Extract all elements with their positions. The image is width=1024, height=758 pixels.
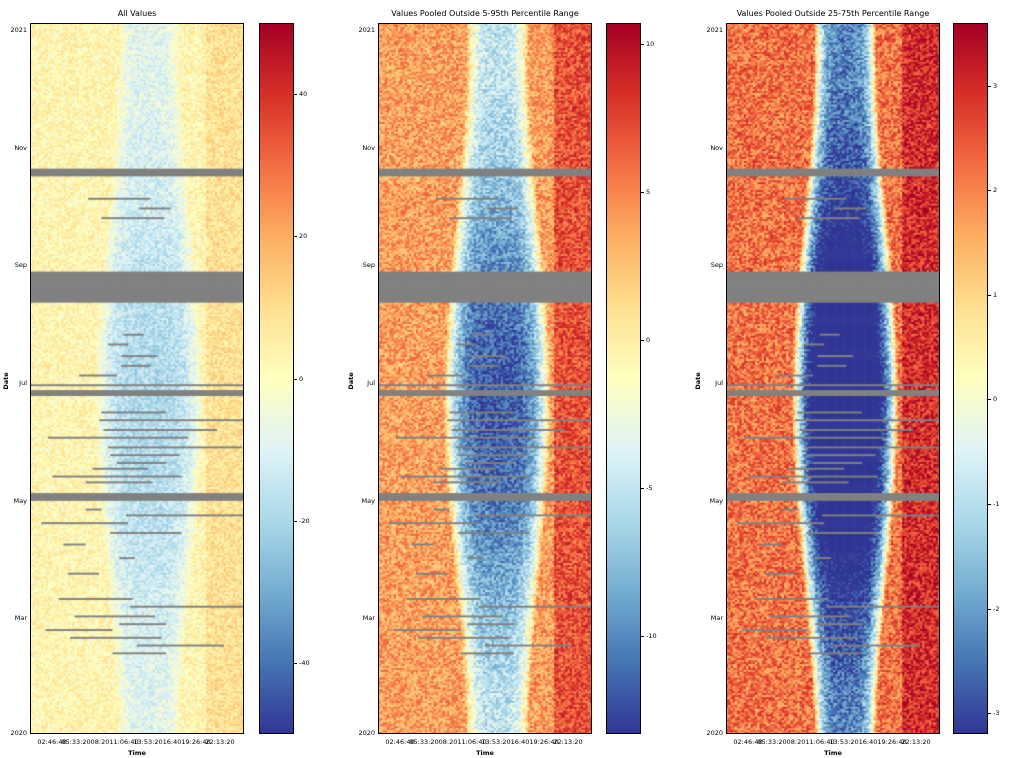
y-tick-label: 2021 xyxy=(706,26,723,34)
y-tick-label: 2021 xyxy=(358,26,375,34)
colorbar-tick-label: 3 xyxy=(993,81,998,90)
x-tick-label: 16:40 xyxy=(858,738,878,746)
colorbar-tick-label: -3 xyxy=(993,709,1000,718)
colorbar-tick-mark xyxy=(988,399,991,401)
colorbar-tick-mark xyxy=(641,191,644,193)
colorbar-tick-label: 0 xyxy=(299,374,304,383)
x-tick-label: 16:40 xyxy=(162,738,182,746)
x-tick-label: 19:26:40 xyxy=(181,738,211,746)
x-tick-label: 05:33:20 xyxy=(757,738,787,746)
colorbar-tick-mark xyxy=(988,608,991,610)
x-axis-title: Time xyxy=(476,749,494,757)
chart-title: Values Pooled Outside 25-75th Percentile… xyxy=(736,9,930,18)
y-tick-label: Mar xyxy=(710,614,723,622)
y-tick-label: May xyxy=(13,497,27,505)
colorbar-tick-label: 20 xyxy=(299,232,308,241)
colorbar-tick-mark xyxy=(294,662,297,664)
y-tick-label: Jul xyxy=(19,379,27,387)
colorbar-tick-mark xyxy=(988,294,991,296)
x-tick-label: 22:13:20 xyxy=(901,738,931,746)
y-tick-label: Mar xyxy=(362,614,375,622)
x-tick-label: 22:13:20 xyxy=(205,738,235,746)
y-tick-label: Sep xyxy=(362,261,375,269)
y-tick-label: Jul xyxy=(715,379,723,387)
y-tick-label: Nov xyxy=(14,144,27,152)
colorbar-tick-label: 1 xyxy=(993,290,998,299)
x-tick-label: 13:53:20 xyxy=(133,738,163,746)
x-tick-label: 05:33:20 xyxy=(409,738,439,746)
x-axis-title: Time xyxy=(128,749,146,757)
colorbar-tick-label: 0 xyxy=(993,395,998,404)
colorbar xyxy=(953,23,988,734)
x-tick-label: 02:46:40 xyxy=(37,738,67,746)
y-tick-label: Sep xyxy=(710,261,723,269)
heatmap-canvas xyxy=(30,23,244,734)
chart-title: Values Pooled Outside 5-95th Percentile … xyxy=(391,9,579,18)
x-tick-label: 08:20 xyxy=(90,738,110,746)
chart-title: All Values xyxy=(117,9,157,18)
x-tick-label: 19:26:40 xyxy=(877,738,907,746)
colorbar-tick-label: -40 xyxy=(299,658,310,667)
colorbar-tick-label: -2 xyxy=(993,604,1000,613)
y-tick-label: May xyxy=(361,497,375,505)
heatmap-canvas xyxy=(378,23,592,734)
colorbar-tick-label: 2 xyxy=(993,186,998,195)
colorbar-tick-mark xyxy=(641,488,644,490)
colorbar xyxy=(259,23,294,734)
colorbar-tick-mark xyxy=(294,94,297,96)
colorbar-tick-mark xyxy=(641,43,644,45)
x-tick-label: 22:13:20 xyxy=(553,738,583,746)
colorbar-tick-mark xyxy=(294,236,297,238)
x-axis-title: Time xyxy=(824,749,842,757)
x-tick-label: 08:20 xyxy=(786,738,806,746)
y-tick-label: May xyxy=(709,497,723,505)
colorbar-tick-mark xyxy=(641,636,644,638)
colorbar-tick-mark xyxy=(294,378,297,380)
x-tick-label: 13:53:20 xyxy=(481,738,511,746)
colorbar-tick-label: -1 xyxy=(993,499,1000,508)
colorbar-tick-label: 5 xyxy=(646,187,651,196)
y-tick-label: 2020 xyxy=(10,729,27,737)
y-tick-label: Nov xyxy=(362,144,375,152)
colorbar-tick-label: 40 xyxy=(299,90,308,99)
x-tick-label: 19:26:40 xyxy=(529,738,559,746)
heatmap-canvas xyxy=(726,23,940,734)
colorbar-tick-mark xyxy=(641,339,644,341)
colorbar-tick-mark xyxy=(988,713,991,715)
x-tick-label: 02:46:40 xyxy=(385,738,415,746)
x-tick-label: 11:06:40 xyxy=(457,738,487,746)
y-tick-label: 2021 xyxy=(10,26,27,34)
x-tick-label: 02:46:40 xyxy=(733,738,763,746)
x-tick-label: 16:40 xyxy=(510,738,530,746)
y-tick-label: Sep xyxy=(14,261,27,269)
colorbar-tick-mark xyxy=(988,190,991,192)
colorbar-tick-mark xyxy=(988,503,991,505)
x-tick-label: 11:06:40 xyxy=(805,738,835,746)
colorbar-tick-mark xyxy=(294,520,297,522)
y-tick-label: Mar xyxy=(14,614,27,622)
y-tick-label: Jul xyxy=(367,379,375,387)
x-tick-label: 08:20 xyxy=(438,738,458,746)
colorbar-tick-label: -10 xyxy=(646,632,657,641)
x-tick-label: 05:33:20 xyxy=(61,738,91,746)
y-tick-label: 2020 xyxy=(706,729,723,737)
colorbar-tick-label: 10 xyxy=(646,39,655,48)
colorbar-tick-label: 0 xyxy=(646,335,651,344)
y-tick-label: 2020 xyxy=(358,729,375,737)
y-tick-label: Nov xyxy=(710,144,723,152)
x-tick-label: 13:53:20 xyxy=(829,738,859,746)
colorbar-tick-label: -5 xyxy=(646,484,653,493)
colorbar-tick-label: -20 xyxy=(299,516,310,525)
x-tick-label: 11:06:40 xyxy=(109,738,139,746)
colorbar-tick-mark xyxy=(988,85,991,87)
colorbar xyxy=(606,23,641,734)
